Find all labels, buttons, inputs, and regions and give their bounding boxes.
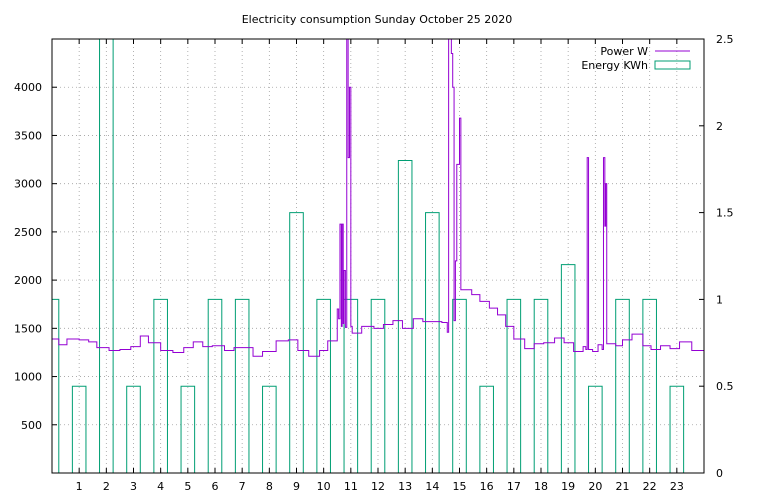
x-tick-label: 11 [344,480,358,493]
y-right-tick-label: 2.5 [716,33,734,46]
y-left-tick-label: 3000 [14,178,42,191]
energy-bar [316,298,331,473]
energy-bar [153,298,168,473]
energy-bar [207,298,223,473]
x-tick-label: 8 [266,480,273,493]
y-left-tick-label: 2500 [14,226,42,239]
x-tick-label: 7 [239,480,246,493]
x-tick-label: 10 [317,480,331,493]
energy-bar [262,385,277,473]
y-left-axis-ticks: 500 1000 1500 2000 2500 3000 3500 4000 [14,81,57,432]
x-tick-label: 14 [425,480,439,493]
x-tick-label: 3 [130,480,137,493]
x-tick-label: 9 [293,480,300,493]
x-tick-label: 15 [453,480,467,493]
energy-bars [51,38,685,473]
energy-bar [289,212,304,473]
energy-bar [452,298,467,473]
x-tick-label: 2 [103,480,110,493]
energy-bar [506,298,522,473]
y-right-tick-label: 2 [716,120,723,133]
energy-bar [479,385,494,473]
energy-bar [533,298,549,473]
grid-layer [52,39,704,473]
x-axis-ticks: 1 2 3 4 5 6 7 8 9 10 11 12 13 14 15 16 17 18 19 20 21 22 23 [76,39,684,493]
power-line [52,38,704,357]
x-tick-label: 18 [534,480,548,493]
energy-bar [370,298,386,473]
x-tick-label: 4 [157,480,164,493]
x-tick-label: 16 [480,480,494,493]
y-left-tick-label: 500 [21,419,42,432]
x-tick-label: 23 [670,480,684,493]
y-right-tick-label: 0 [716,467,723,480]
chart-title: Electricity consumption Sunday October 2… [242,13,513,26]
x-tick-label: 19 [561,480,575,493]
energy-bar [51,298,60,473]
x-tick-label: 5 [184,480,191,493]
y-right-tick-label: 1.5 [716,207,734,220]
x-tick-label: 20 [588,480,602,493]
energy-bar [615,298,630,473]
x-tick-label: 17 [507,480,521,493]
y-right-tick-label: 0.5 [716,380,734,393]
x-tick-label: 6 [212,480,219,493]
energy-bar [71,385,87,473]
energy-bar [588,385,603,473]
energy-bar [669,385,685,473]
energy-bar [560,264,576,473]
energy-bar [425,212,440,473]
y-left-tick-label: 1500 [14,322,42,335]
x-tick-label: 12 [371,480,385,493]
y-right-tick-label: 1 [716,293,723,306]
energy-bar [397,160,413,473]
power-line-layer [52,38,704,357]
x-tick-label: 22 [643,480,657,493]
legend-label-energy: Energy KWh [581,59,648,72]
x-tick-label: 13 [398,480,412,493]
y-right-axis-ticks: 0 0.5 1 1.5 2 2.5 [699,33,734,480]
y-left-tick-label: 1000 [14,371,42,384]
y-left-tick-label: 2000 [14,274,42,287]
energy-bar [126,385,141,473]
legend-label-power: Power W [600,45,648,58]
energy-bar [642,298,657,473]
y-left-tick-label: 4000 [14,81,42,94]
y-left-tick-label: 3500 [14,129,42,142]
x-tick-label: 1 [76,480,83,493]
legend-swatch-energy [654,60,691,70]
energy-bar [234,298,250,473]
energy-bar [180,385,196,473]
x-tick-label: 21 [616,480,630,493]
